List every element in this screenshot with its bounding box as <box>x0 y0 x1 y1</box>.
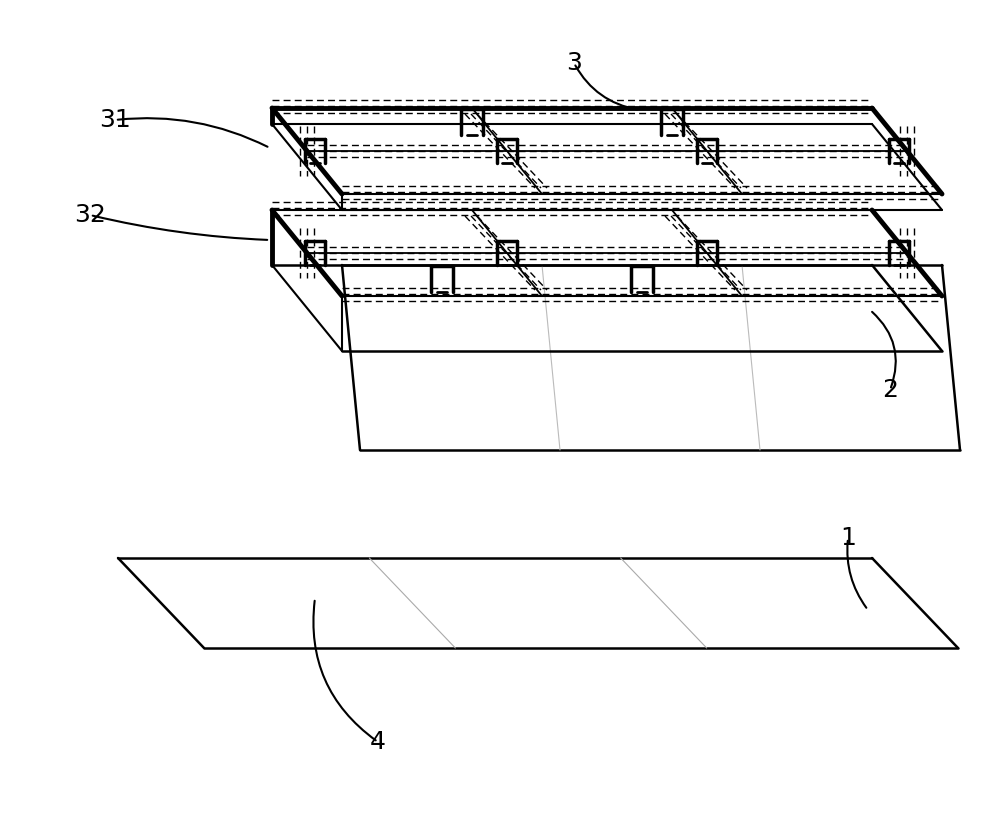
Text: 3: 3 <box>566 51 582 75</box>
Text: 1: 1 <box>840 526 856 550</box>
Text: 4: 4 <box>370 730 386 754</box>
Text: 32: 32 <box>74 203 106 227</box>
Text: 31: 31 <box>99 108 131 132</box>
Text: 2: 2 <box>882 378 898 402</box>
